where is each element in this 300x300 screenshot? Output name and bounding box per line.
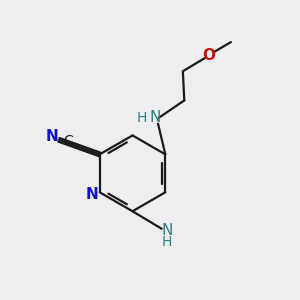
Text: N: N xyxy=(161,223,172,238)
Text: H: H xyxy=(162,235,172,249)
Text: H: H xyxy=(137,111,147,125)
Text: N: N xyxy=(45,129,58,144)
Text: N: N xyxy=(86,187,98,202)
Text: O: O xyxy=(202,48,216,63)
Text: C: C xyxy=(63,134,73,148)
Text: N: N xyxy=(149,110,161,125)
